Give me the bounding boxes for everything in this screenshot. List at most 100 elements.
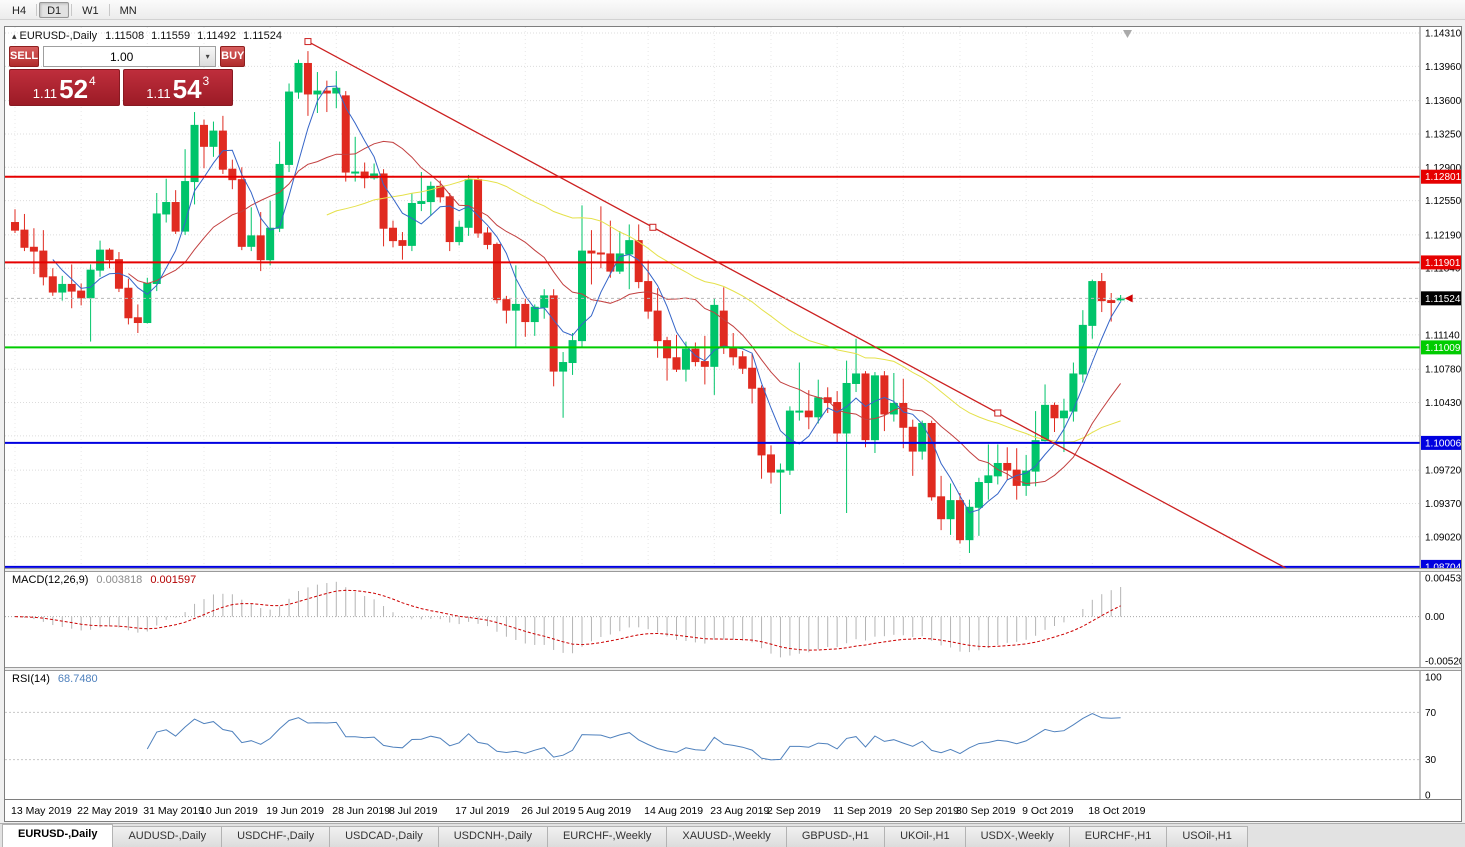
time-axis-label: 2 Sep 2019 [767, 805, 821, 817]
sell-price-point: 4 [89, 74, 96, 88]
tab-ukoil-h1[interactable]: UKOil-,H1 [884, 826, 966, 847]
buy-button[interactable]: BUY [220, 46, 246, 67]
rsi-value: 68.7480 [57, 673, 98, 685]
tab-audusd-daily[interactable]: AUDUSD-,Daily [112, 826, 223, 847]
time-axis-label: 10 Jun 2019 [200, 805, 258, 817]
time-axis-label: 14 Aug 2019 [644, 805, 704, 817]
svg-text:1.10006: 1.10006 [1425, 438, 1461, 449]
toolbar-separator [36, 3, 38, 16]
svg-text:1.11524: 1.11524 [1425, 294, 1461, 305]
buy-price-pips: 54 [172, 74, 202, 104]
svg-text:1.12801: 1.12801 [1425, 172, 1461, 183]
buy-price-figure: 1.11 [146, 86, 171, 101]
buy-price-display[interactable]: 1.11 54 3 [122, 69, 233, 106]
candlesticks-layer [11, 51, 1125, 553]
price-badge [1421, 169, 1461, 184]
ohlc-close-value: 1.11524 [243, 30, 282, 42]
tab-usoil-h1[interactable]: USOil-,H1 [1166, 826, 1248, 847]
svg-text:100: 100 [1425, 673, 1442, 684]
svg-text:1.09720: 1.09720 [1425, 466, 1461, 477]
svg-text:1.11009: 1.11009 [1425, 343, 1461, 354]
time-axis-label: 23 Aug 2019 [710, 805, 770, 817]
rsi-pane[interactable]: 100 70 30 0 RSI(14) 68.7480 [5, 671, 1461, 799]
timeframe-button-mn[interactable]: MN [119, 4, 137, 17]
svg-text:1.12190: 1.12190 [1425, 230, 1461, 241]
macd-canvas[interactable]: 0.004536 0.00 -0.005205 [5, 572, 1461, 667]
tab-eurchf-weekly[interactable]: EURCHF-,Weekly [546, 826, 668, 847]
timeframe-toolbar: H4 D1 W1 MN [0, 0, 1465, 20]
time-axis-label: 28 Jun 2019 [332, 805, 391, 817]
chart-tabs-bar: EURUSD-,Daily AUDUSD-,Daily USDCHF-,Daily U… [0, 823, 1465, 847]
svg-text:0.00: 0.00 [1425, 612, 1445, 623]
volume-input[interactable] [43, 46, 201, 67]
time-axis-label: 5 Aug 2019 [578, 805, 632, 817]
timeframe-button-d1[interactable]: D1 [39, 1, 70, 18]
price-chart-canvas[interactable]: 1.14310 1.13960 1.13600 1.13250 1.12900 1.125… [5, 27, 1461, 568]
chart-window: 1.14310 1.13960 1.13600 1.13250 1.12900 1.125… [4, 26, 1462, 822]
time-axis-label: 9 Oct 2019 [1022, 805, 1074, 817]
sell-price-display[interactable]: 1.11 52 4 [9, 69, 120, 106]
macd-signal-value: 0.001597 [150, 574, 197, 586]
volume-dropdown-button[interactable]: ▾ [200, 46, 217, 67]
ohlc-low-value: 1.11492 [197, 30, 237, 42]
svg-text:1.08704: 1.08704 [1425, 562, 1461, 568]
sell-button[interactable]: SELL [9, 46, 40, 67]
tab-gbpusd-h1[interactable]: GBPUSD-,H1 [785, 826, 886, 847]
tab-xauusd-weekly[interactable]: XAUUSD-,Weekly [666, 826, 787, 847]
macd-indicator-label: MACD(12,26,9) [12, 574, 89, 586]
svg-text:-0.005205: -0.005205 [1425, 657, 1461, 668]
symbol-period-label: EURUSD-,Daily [19, 30, 98, 42]
tab-usdx-weekly[interactable]: USDX-,Weekly [964, 826, 1070, 847]
svg-text:1.09020: 1.09020 [1425, 532, 1461, 543]
descending-trendline[interactable] [304, 38, 1286, 568]
pane-splitter[interactable] [5, 667, 1461, 671]
tab-usdcad-daily[interactable]: USDCAD-,Daily [329, 826, 439, 847]
rsi-axis: 100 70 30 0 [1419, 671, 1442, 800]
trendline-handle [994, 409, 1002, 417]
svg-text:1.13960: 1.13960 [1425, 62, 1461, 73]
tab-eurusd-daily[interactable]: EURUSD-,Daily [2, 824, 114, 847]
tab-usdcnh-daily[interactable]: USDCNH-,Daily [437, 826, 548, 847]
timeframe-button-h4[interactable]: H4 [12, 4, 27, 17]
macd-pane[interactable]: 0.004536 0.00 -0.005205 MACD(12,26,9) 0.00… [5, 572, 1461, 667]
price-badge [1421, 255, 1461, 270]
price-badge [1421, 340, 1461, 355]
ohlc-open-value: 1.11508 [105, 30, 145, 42]
svg-text:1.11140: 1.11140 [1425, 330, 1460, 341]
timeframe-button-w1[interactable]: W1 [82, 4, 99, 17]
timeframe-buttons: H4 D1 W1 MN [4, 0, 145, 20]
toolbar-separator [71, 3, 73, 16]
price-badge [1421, 559, 1461, 568]
svg-text:0.004536: 0.004536 [1425, 574, 1461, 585]
trendline-handle [649, 223, 657, 231]
svg-text:70: 70 [1425, 708, 1437, 719]
chart-shift-marker-icon [1123, 30, 1132, 38]
sell-price-figure: 1.11 [32, 86, 58, 101]
rsi-indicator-label: RSI(14) [12, 673, 50, 685]
one-click-collapse-icon[interactable]: ▴ [12, 30, 17, 41]
toolbar-separator [108, 3, 110, 16]
time-axis-label: 11 Sep 2019 [833, 805, 892, 817]
price-axis[interactable]: 1.14310 1.13960 1.13600 1.13250 1.12900 1.125… [1419, 27, 1461, 568]
time-axis-label: 20 Sep 2019 [899, 805, 959, 817]
macd-main-value: 0.003818 [96, 574, 143, 586]
one-click-trading-panel: SELL ▾ BUY 1.11 52 4 1.11 54 3 [9, 46, 246, 106]
svg-text:0: 0 [1425, 791, 1431, 800]
tab-eurchf-h1[interactable]: EURCHF-,H1 [1068, 826, 1168, 847]
trendline-handle [304, 38, 312, 46]
horizontal-levels-layer[interactable] [5, 175, 1420, 568]
tab-usdchf-daily[interactable]: USDCHF-,Daily [221, 826, 331, 847]
macd-histogram-layer [23, 581, 1122, 658]
time-axis-label: 30 Sep 2019 [956, 805, 1016, 817]
svg-text:1.10430: 1.10430 [1425, 398, 1461, 409]
price-badge [1421, 435, 1461, 450]
price-pane[interactable]: 1.14310 1.13960 1.13600 1.13250 1.12900 1.125… [5, 27, 1461, 568]
time-axis-label: 18 Oct 2019 [1088, 805, 1146, 817]
pane-splitter[interactable] [5, 568, 1461, 572]
time-axis-label: 26 Jul 2019 [521, 805, 576, 817]
buy-price-point: 3 [202, 74, 210, 88]
rsi-canvas[interactable]: 100 70 30 0 [5, 671, 1461, 799]
time-axis-label: 31 May 2019 [143, 805, 205, 817]
sell-price-pips: 52 [59, 74, 89, 104]
time-axis[interactable]: 13 May 2019 22 May 2019 31 May 2019 10 Jun … [5, 799, 1461, 821]
